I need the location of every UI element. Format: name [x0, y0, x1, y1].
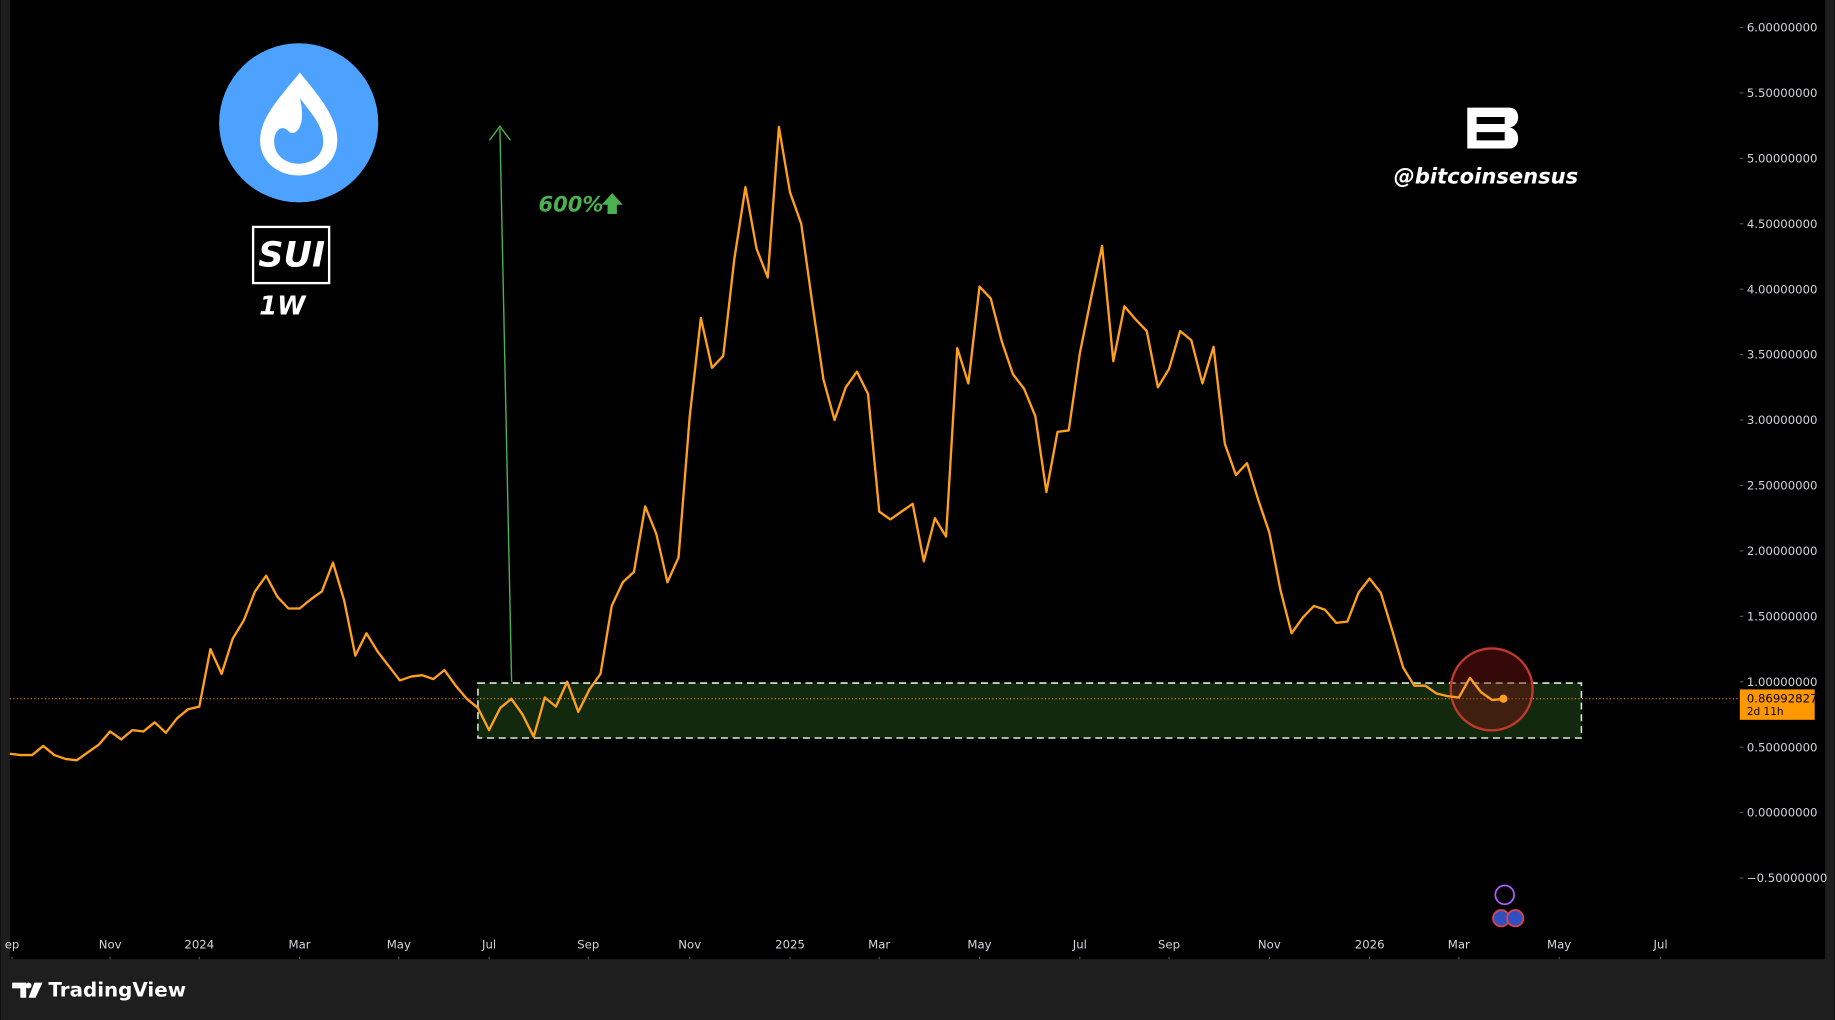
- x-tick-label: Mar: [868, 938, 890, 952]
- x-tick-label: Sep: [1158, 938, 1180, 952]
- support-zone: [477, 682, 1583, 739]
- price-line-series: [9, 125, 1504, 762]
- highlight-circle: [1449, 647, 1534, 732]
- event-icon: [1494, 884, 1515, 906]
- x-tick-label: May: [1547, 938, 1571, 952]
- watermark: @bitcoinsensus: [1394, 164, 1578, 189]
- up-icon: [601, 193, 623, 215]
- x-tick-label: Jul: [1072, 938, 1087, 952]
- x-tick-label: ep: [5, 938, 20, 952]
- x-tick-label: 2024: [184, 938, 214, 952]
- flag-icon: [1506, 909, 1525, 928]
- x-tick-label: May: [967, 938, 991, 952]
- x-tick-label: May: [387, 938, 411, 952]
- y-tick-label: 3.00000000: [1747, 413, 1818, 427]
- arrow-head: [488, 125, 511, 141]
- x-tick-label: Jul: [481, 938, 496, 952]
- x-tick-label: Sep: [577, 938, 599, 952]
- y-tick-label: 6.00000000: [1747, 21, 1818, 35]
- y-tick-label: 5.50000000: [1747, 86, 1818, 100]
- title: SUI: [258, 235, 325, 276]
- x-tick-label: Mar: [1448, 938, 1470, 952]
- y-tick-label: 1.00000000: [1747, 675, 1818, 689]
- x-tick-label: Nov: [1258, 938, 1281, 952]
- x-tick-label: Nov: [99, 938, 122, 952]
- price-label: 0.86992827: [1747, 691, 1818, 705]
- y-tick-label: −0.50000000: [1747, 871, 1827, 885]
- x-tick-label: Nov: [678, 938, 701, 952]
- x-tick-label: 2025: [775, 938, 805, 952]
- y-tick-label: 4.00000000: [1747, 282, 1818, 296]
- tv-logo: [12, 982, 43, 998]
- y-tick-label: 2.50000000: [1747, 479, 1818, 493]
- y-tick-label: 2.00000000: [1747, 544, 1818, 558]
- y-tick-label: 5.00000000: [1747, 151, 1818, 165]
- arrow: [499, 128, 513, 682]
- subtitle: 1W: [259, 292, 307, 322]
- price-badge: [1739, 689, 1815, 720]
- y-tick-label: 1.50000000: [1747, 609, 1818, 623]
- brand: TradingView: [48, 979, 186, 1002]
- y-tick-label: 3.50000000: [1747, 348, 1818, 362]
- x-tick-label: Jul: [1653, 938, 1668, 952]
- sui-drop: [260, 72, 338, 176]
- x-tick-label: Mar: [289, 938, 311, 952]
- y-tick-label: 0.00000000: [1747, 806, 1818, 820]
- y-tick-label: 0.50000000: [1747, 740, 1818, 754]
- last-point: [1499, 694, 1508, 703]
- y-tick-label: 4.50000000: [1747, 217, 1818, 231]
- x-tick-label: 2026: [1355, 938, 1385, 952]
- brand-logo: [1467, 107, 1519, 149]
- title-box: [251, 225, 331, 285]
- countdown: 2d 11h: [1747, 706, 1784, 718]
- annotation: 600%: [539, 192, 604, 217]
